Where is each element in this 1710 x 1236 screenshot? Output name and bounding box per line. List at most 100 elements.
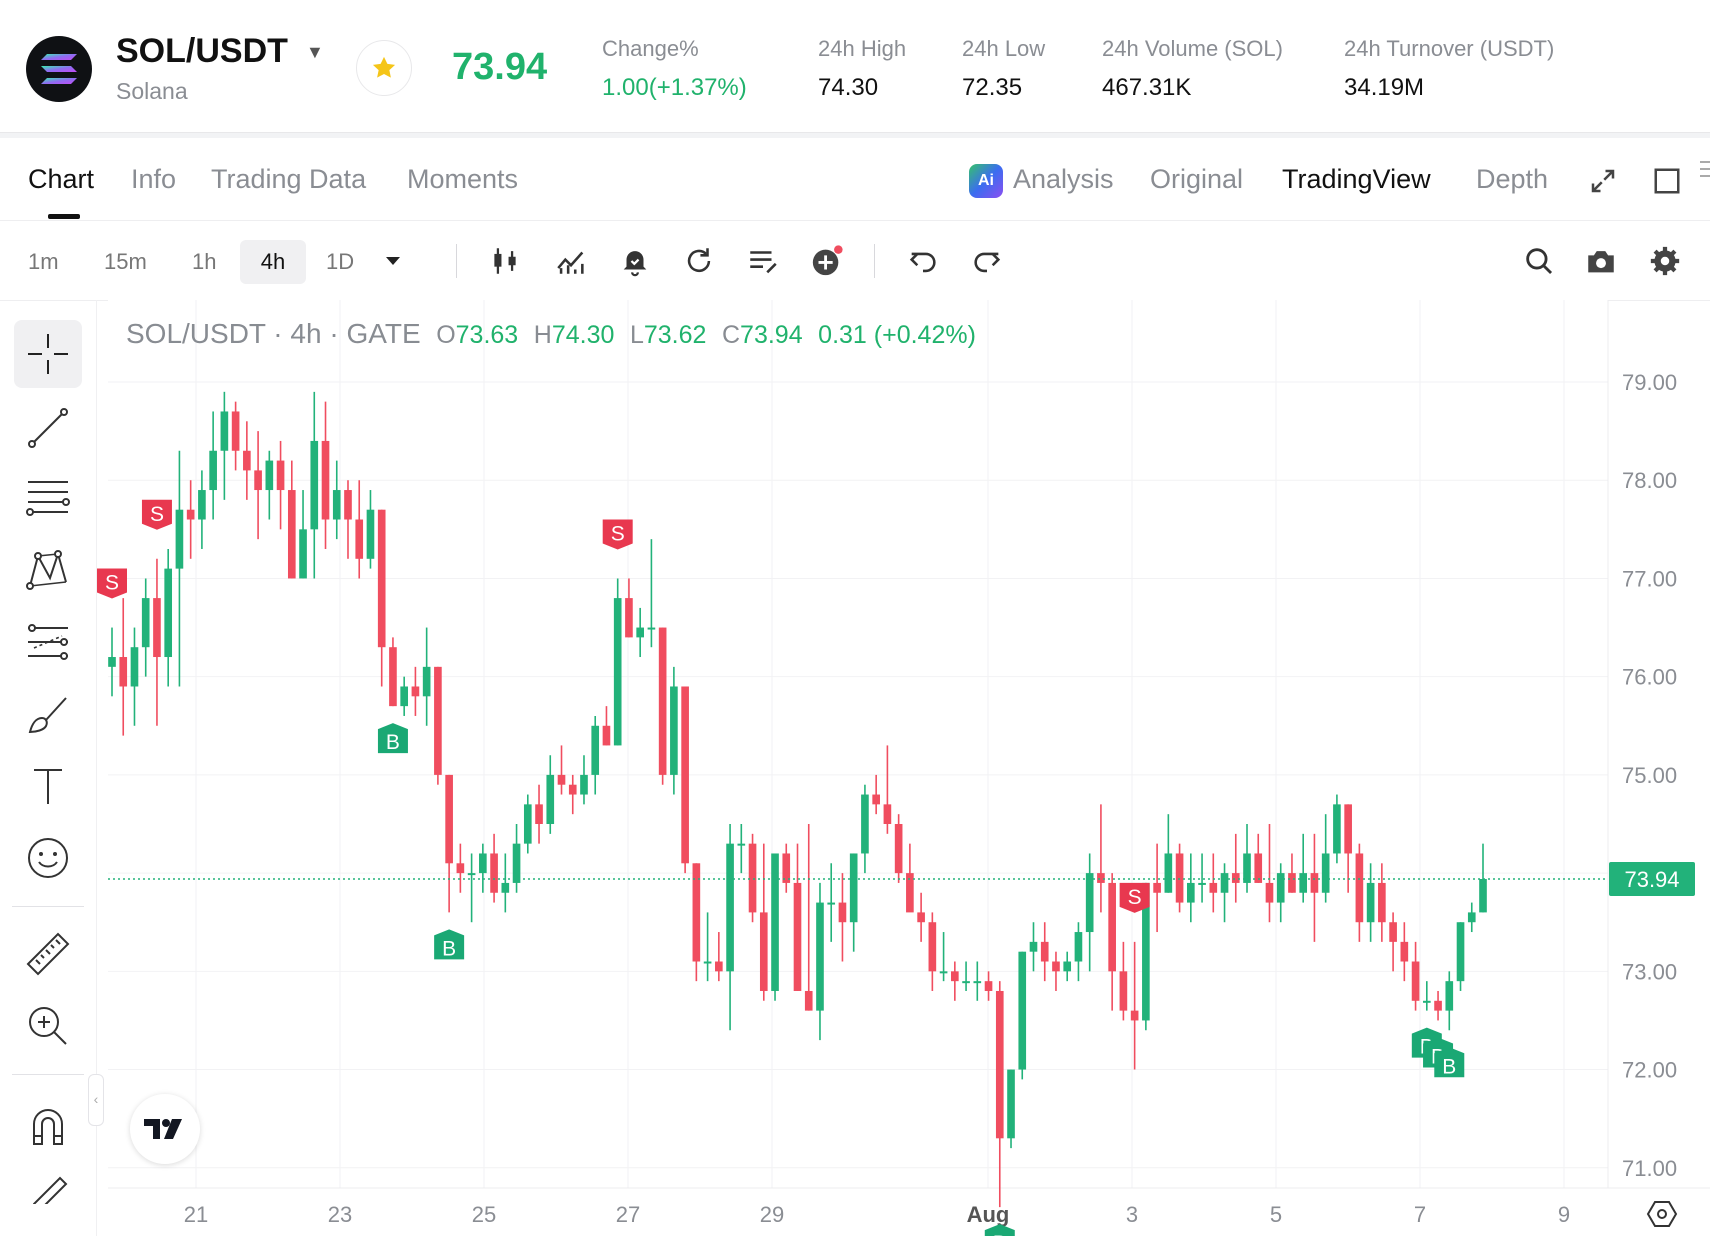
candle-body[interactable] (321, 440, 330, 520)
candle-body[interactable] (456, 863, 465, 874)
pattern-tool[interactable] (14, 536, 82, 604)
candle-body[interactable] (906, 873, 914, 913)
measure-tool[interactable] (14, 920, 82, 988)
timeframe-1h[interactable]: 1h (192, 249, 217, 274)
candle-body[interactable] (636, 627, 644, 638)
pair-name[interactable]: SOL/USDT (116, 32, 288, 70)
candle-body[interactable] (1007, 1069, 1015, 1139)
fib-retracement-tool[interactable] (14, 464, 82, 532)
candle-body[interactable] (546, 774, 555, 824)
candle-body[interactable] (1085, 873, 1094, 933)
candle-body[interactable] (568, 784, 577, 795)
candle-body[interactable] (861, 794, 869, 854)
candle-body[interactable] (883, 804, 892, 824)
undo-icon[interactable] (906, 244, 940, 278)
candle-body[interactable] (411, 686, 420, 697)
candle-body[interactable] (1366, 882, 1375, 923)
candle-body[interactable] (1422, 1000, 1431, 1003)
candle-body[interactable] (355, 519, 364, 559)
candle-body[interactable] (1355, 853, 1364, 923)
candle-body[interactable] (186, 509, 195, 520)
candle-body[interactable] (793, 882, 802, 991)
candle-body[interactable] (962, 981, 970, 984)
collapse-toolbar-handle[interactable]: ‹ (88, 1074, 104, 1126)
timeframe-1m[interactable]: 1m (28, 249, 59, 274)
candle-body[interactable] (479, 853, 487, 874)
sell-signal-marker[interactable]: S (141, 499, 172, 530)
candle-body[interactable] (153, 598, 161, 658)
candle-body[interactable] (1029, 941, 1038, 952)
candle-body[interactable] (366, 509, 375, 559)
candle-type-icon[interactable] (488, 244, 522, 278)
candle-body[interactable] (1299, 873, 1308, 893)
candle-body[interactable] (658, 627, 667, 775)
add-indicator-icon[interactable] (810, 244, 844, 278)
camera-icon[interactable] (1584, 244, 1618, 278)
emoji-tool[interactable] (14, 824, 82, 892)
candle-body[interactable] (602, 725, 611, 746)
candle-body[interactable] (984, 981, 993, 991)
sell-signal-marker[interactable]: S (602, 519, 633, 550)
text-tool[interactable] (14, 752, 82, 820)
candle-body[interactable] (703, 961, 712, 964)
candle-body[interactable] (445, 774, 453, 864)
candle-body[interactable] (1231, 873, 1240, 883)
plot-area[interactable] (108, 300, 1608, 1188)
candle-body[interactable] (894, 824, 903, 874)
candle-body[interactable] (243, 450, 251, 471)
candle-body[interactable] (1411, 961, 1420, 1001)
zoom-tool[interactable] (14, 992, 82, 1060)
candle-body[interactable] (804, 990, 813, 1011)
candle-body[interactable] (759, 912, 768, 991)
candle-body[interactable] (1434, 1000, 1442, 1011)
candle-body[interactable] (299, 529, 307, 579)
candle-body[interactable] (1310, 873, 1319, 893)
settings-gear-icon[interactable] (1648, 244, 1682, 278)
candle-body[interactable] (141, 598, 150, 648)
candle-body[interactable] (1389, 922, 1397, 942)
timeframe-15m[interactable]: 15m (104, 249, 147, 274)
candle-body[interactable] (1276, 873, 1285, 903)
candle-body[interactable] (1265, 882, 1274, 903)
candle-body[interactable] (535, 804, 543, 824)
candle-body[interactable] (1288, 873, 1296, 893)
candle-body[interactable] (1378, 882, 1386, 923)
candle-body[interactable] (771, 853, 779, 991)
candle-body[interactable] (310, 440, 319, 530)
candle-body[interactable] (1018, 951, 1027, 1070)
candle-body[interactable] (265, 460, 274, 491)
candle-body[interactable] (917, 912, 925, 923)
buy-signal-marker[interactable]: B (984, 1224, 1015, 1236)
ai-analysis-icon[interactable]: Ai (969, 164, 1003, 198)
candle-body[interactable] (849, 853, 858, 923)
timeframe-4h[interactable]: 4h (240, 240, 306, 284)
candle-body[interactable] (1321, 853, 1330, 893)
candle-body[interactable] (512, 843, 521, 883)
replay-icon[interactable] (682, 244, 716, 278)
candle-body[interactable] (1344, 804, 1352, 854)
window-icon[interactable] (1652, 166, 1682, 196)
lock-tool[interactable] (14, 1164, 82, 1204)
candle-body[interactable] (613, 598, 622, 746)
candle-body[interactable] (344, 490, 352, 520)
expand-icon[interactable] (1588, 166, 1618, 196)
candle-body[interactable] (557, 774, 566, 785)
candle-body[interactable] (647, 627, 656, 630)
candle-body[interactable] (1243, 853, 1251, 883)
candle-body[interactable] (681, 686, 689, 864)
time-axis-settings-icon[interactable] (1646, 1201, 1678, 1227)
candle-body[interactable] (254, 470, 262, 491)
candle-body[interactable] (1063, 961, 1072, 972)
candle-body[interactable] (209, 450, 217, 491)
redo-icon[interactable] (970, 244, 1004, 278)
candle-body[interactable] (1040, 941, 1049, 962)
candle-body[interactable] (422, 666, 431, 697)
candle-body[interactable] (1254, 853, 1263, 883)
crosshair-tool[interactable] (14, 320, 82, 388)
candle-body[interactable] (400, 686, 409, 707)
candle-body[interactable] (580, 774, 588, 795)
candle-body[interactable] (827, 902, 836, 905)
alert-icon[interactable] (618, 244, 652, 278)
tab-info[interactable]: Info (131, 164, 177, 194)
candle-body[interactable] (939, 971, 948, 974)
